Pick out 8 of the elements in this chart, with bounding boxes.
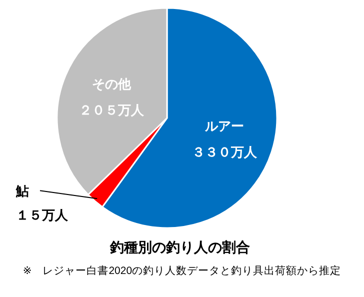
slice-label: その他: [92, 76, 132, 92]
slice-label: ルアー: [204, 118, 244, 134]
data-label: ２０５万人: [78, 102, 145, 118]
data-label: １５万人: [16, 208, 69, 223]
text: 釣種別の釣り人の割合: [109, 239, 250, 255]
slice-label: 鮎: [15, 184, 29, 199]
text: ※ レジャー白書2020の釣り人数データと釣り具出荷額から推定: [22, 264, 342, 277]
data-label: ３３０万人: [192, 144, 258, 160]
